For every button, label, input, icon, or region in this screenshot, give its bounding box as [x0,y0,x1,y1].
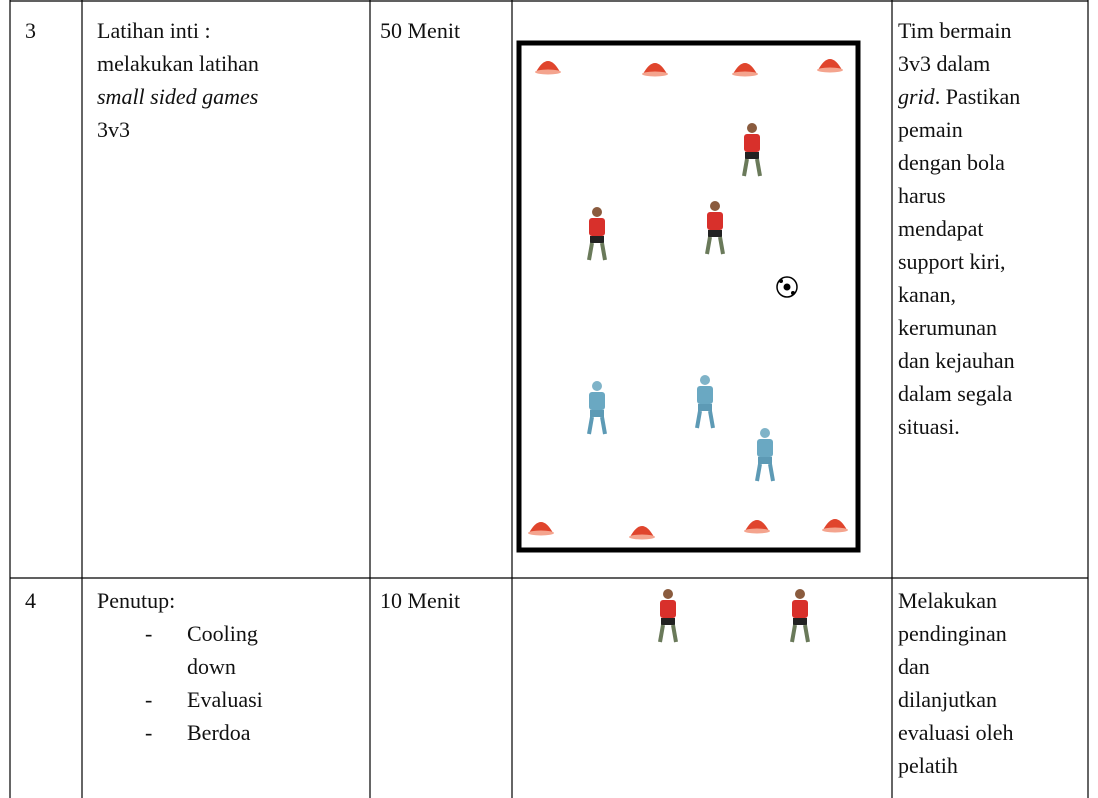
text-line: dalam segala [898,381,1013,406]
bullet-dash: - [145,720,153,745]
description-cell: Melakukan pendinginan dan dilanjutkan evalua… [898,584,1088,782]
text-line: Melakukan [898,588,997,613]
row-number: 3 [25,18,36,43]
number-cell: 3 [25,14,75,47]
text-line: 3v3 [97,117,130,142]
text-line: harus [898,183,946,208]
text-line: Tim bermain [898,18,1012,43]
duration-cell: 50 Menit [380,14,510,47]
activity-cell: Penutup: - Cooling down - Evaluasi - Berdoa [97,584,367,749]
duration-cell: 10 Menit [380,584,510,617]
text-line: pendinginan [898,621,1007,646]
cones [528,59,848,540]
row-number: 4 [25,588,36,613]
grid-field [516,40,861,553]
text-line: melakukan latihan [97,51,259,76]
bullet-dash: - [145,687,153,712]
text-line: Penutup: [97,588,176,613]
text-line: kerumunan [898,315,997,340]
text-line: pelatih [898,753,958,778]
text-line: dan [898,654,930,679]
item-text: Cooling down [187,621,258,679]
text-line: dilanjutkan [898,687,997,712]
players [587,121,810,644]
text: . Pastikan [934,84,1021,109]
italic-text: grid [898,84,935,109]
list-item: - Berdoa [145,716,367,749]
text-line: evaluasi oleh [898,720,1014,745]
text-line: 3v3 dalam [898,51,991,76]
duration: 10 Menit [380,588,461,613]
item-text: Evaluasi [187,687,263,712]
text-line: mendapat [898,216,984,241]
duration: 50 Menit [380,18,461,43]
text-line: small sided games [97,80,367,113]
bullet-dash: - [145,621,153,646]
ball [776,276,798,298]
description-cell: Tim bermain 3v3 dalam grid. Pastikan pemain… [898,14,1088,443]
text-line: support kiri, [898,249,1006,274]
text-line: Latihan inti : [97,18,211,43]
text-line: situasi. [898,414,960,439]
list-item: - Evaluasi [145,683,367,716]
text-line: dengan bola [898,150,1005,175]
italic-text: small sided games [97,84,259,109]
number-cell: 4 [25,584,75,617]
text-line: kanan, [898,282,957,307]
text-line: pemain [898,117,963,142]
text-line: grid. Pastikan [898,80,1088,113]
activity-cell: Latihan inti : melakukan latihan small sid… [97,14,367,146]
item-text: Berdoa [187,720,251,745]
text-line: dan kejauhan [898,348,1015,373]
list-item: - Cooling down [145,617,367,683]
